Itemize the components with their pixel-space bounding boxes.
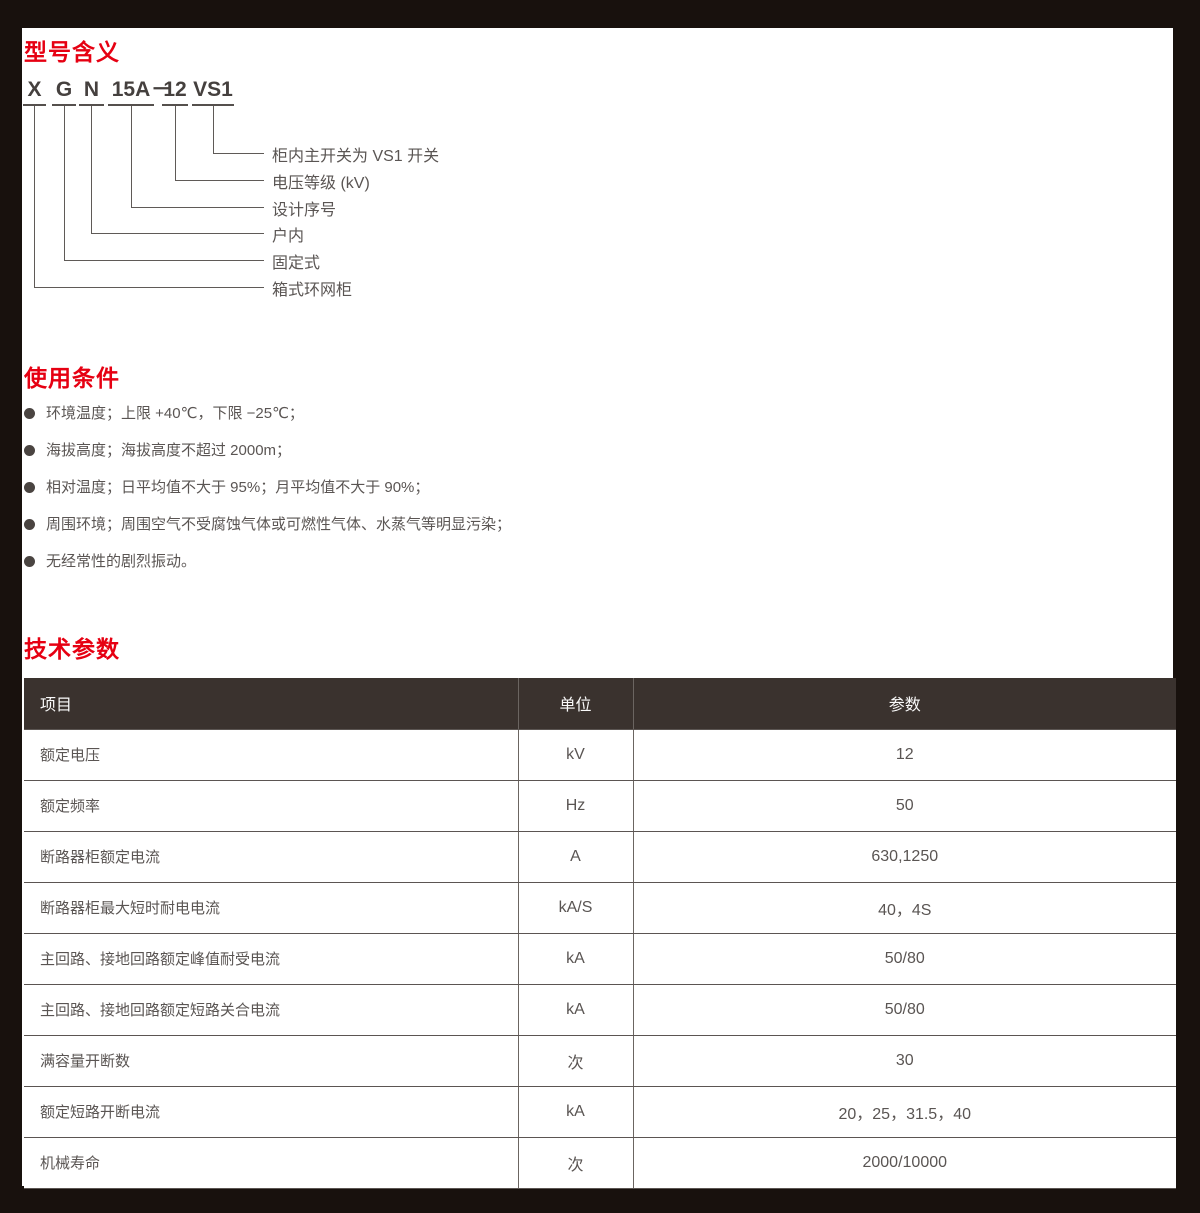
diagram-label-main-switch: 柜内主开关为 VS1 开关 <box>272 148 440 165</box>
condition-text: 环境温度；上限 +40℃，下限 −25℃； <box>46 405 304 422</box>
table-row: 断路器柜额定电流 A 630,1250 <box>24 831 1176 883</box>
param-unit: kA <box>517 933 633 985</box>
model-token-vs1: VS1 <box>192 78 234 106</box>
param-name: 额定短路开断电流 <box>24 1086 518 1138</box>
condition-text: 周围环境；周围空气不受腐蚀气体或可燃性气体、水蒸气等明显污染； <box>46 516 512 533</box>
param-name: 主回路、接地回路额定峰值耐受电流 <box>24 933 518 985</box>
param-value: 12 <box>632 729 1176 781</box>
connector-line <box>131 106 132 207</box>
model-token-15a: 15A <box>108 78 154 106</box>
condition-text: 海拔高度；海拔高度不超过 2000m； <box>46 442 292 459</box>
condition-item: 环境温度；上限 +40℃，下限 −25℃； <box>24 403 304 425</box>
param-name: 断路器柜最大短时耐电电流 <box>24 882 518 934</box>
connector-line <box>34 106 35 287</box>
connector-line <box>131 207 264 208</box>
diagram-label-voltage-class: 电压等级 (kV) <box>272 175 370 192</box>
connector-line <box>213 106 214 153</box>
param-value: 30 <box>632 1035 1176 1087</box>
condition-text: 相对温度；日平均值不大于 95%；月平均值不大于 90%； <box>46 479 430 496</box>
model-token-n: N <box>79 78 104 106</box>
param-value: 40，4S <box>632 882 1176 934</box>
table-row: 额定频率 Hz 50 <box>24 780 1176 832</box>
connector-line <box>91 106 92 233</box>
table-row: 主回路、接地回路额定短路关合电流 kA 50/80 <box>24 984 1176 1036</box>
param-unit: Hz <box>517 780 633 832</box>
technical-parameters-table: 项目 单位 参数 额定电压 kV 12 额定频率 Hz 50 断路器柜额定电流 … <box>24 678 1176 1189</box>
connector-line <box>64 260 264 261</box>
section-title-model-meaning: 型号含义 <box>24 39 120 65</box>
frame-right <box>1173 0 1200 1213</box>
connector-line <box>91 233 264 234</box>
param-name: 断路器柜额定电流 <box>24 831 518 883</box>
bullet-icon <box>24 408 35 419</box>
param-name: 额定电压 <box>24 729 518 781</box>
column-header-item: 项目 <box>24 678 518 730</box>
diagram-label-design-serial: 设计序号 <box>272 202 337 219</box>
connector-line <box>175 106 176 180</box>
table-row: 机械寿命 次 2000/10000 <box>24 1137 1176 1189</box>
condition-text: 无经常性的剧烈振动。 <box>46 553 197 570</box>
table-row: 断路器柜最大短时耐电电流 kA/S 40，4S <box>24 882 1176 934</box>
bullet-icon <box>24 445 35 456</box>
param-unit: kV <box>517 729 633 781</box>
model-token-12: 12 <box>162 78 188 106</box>
frame-top <box>0 0 1200 28</box>
frame-left <box>0 0 22 1213</box>
param-value: 20，25，31.5，40 <box>632 1086 1176 1138</box>
table-row: 额定短路开断电流 kA 20，25，31.5，40 <box>24 1086 1176 1138</box>
column-header-value: 参数 <box>632 678 1176 730</box>
param-name: 机械寿命 <box>24 1137 518 1189</box>
table-row: 满容量开断数 次 30 <box>24 1035 1176 1087</box>
bullet-icon <box>24 519 35 530</box>
table-header-row: 项目 单位 参数 <box>24 678 1176 730</box>
param-value: 50/80 <box>632 933 1176 985</box>
param-value: 50/80 <box>632 984 1176 1036</box>
model-token-g: G <box>52 78 76 106</box>
section-title-technical-params: 技术参数 <box>24 636 120 662</box>
diagram-label-fixed-type: 固定式 <box>272 255 321 272</box>
diagram-label-indoor: 户内 <box>272 228 305 245</box>
diagram-label-box-rmu: 箱式环网柜 <box>272 282 353 299</box>
condition-item: 周围环境；周围空气不受腐蚀气体或可燃性气体、水蒸气等明显污染； <box>24 514 511 536</box>
table-row: 额定电压 kV 12 <box>24 729 1176 781</box>
connector-line <box>213 153 264 154</box>
condition-item: 相对温度；日平均值不大于 95%；月平均值不大于 90%； <box>24 477 429 499</box>
connector-line <box>64 106 65 260</box>
column-header-unit: 单位 <box>517 678 633 730</box>
section-title-usage-conditions: 使用条件 <box>24 365 120 391</box>
model-token-x: X <box>23 78 46 106</box>
param-name: 主回路、接地回路额定短路关合电流 <box>24 984 518 1036</box>
param-unit: 次 <box>517 1137 633 1189</box>
param-value: 630,1250 <box>632 831 1176 883</box>
connector-line <box>175 180 264 181</box>
param-name: 额定频率 <box>24 780 518 832</box>
param-unit: 次 <box>517 1035 633 1087</box>
condition-item: 无经常性的剧烈振动。 <box>24 551 196 573</box>
condition-item: 海拔高度；海拔高度不超过 2000m； <box>24 440 291 462</box>
bullet-icon <box>24 482 35 493</box>
param-name: 满容量开断数 <box>24 1035 518 1087</box>
connector-line <box>34 287 264 288</box>
param-unit: kA/S <box>517 882 633 934</box>
param-unit: kA <box>517 984 633 1036</box>
param-value: 2000/10000 <box>632 1137 1176 1189</box>
param-unit: A <box>517 831 633 883</box>
param-value: 50 <box>632 780 1176 832</box>
frame-bottom <box>0 1186 1200 1213</box>
param-unit: kA <box>517 1086 633 1138</box>
bullet-icon <box>24 556 35 567</box>
table-row: 主回路、接地回路额定峰值耐受电流 kA 50/80 <box>24 933 1176 985</box>
